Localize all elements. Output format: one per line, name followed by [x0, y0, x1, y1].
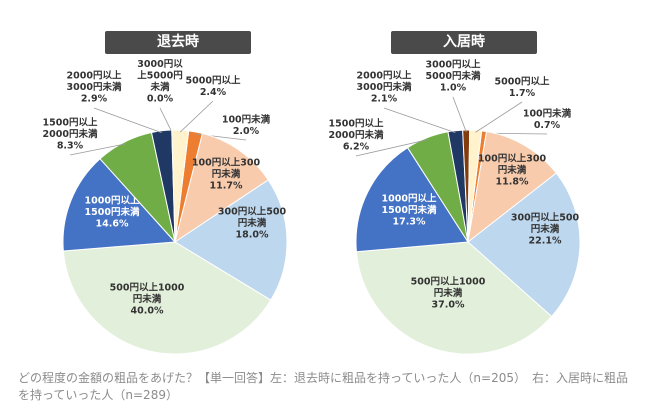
slice-label: 100円未満 2.0%: [222, 113, 271, 137]
pie-slice-9: [171, 129, 190, 243]
pie-slice-shape: [62, 241, 272, 355]
slice-label: 300円以上500 円未満 18.0%: [218, 206, 287, 241]
slice-label-line: 円未満: [212, 168, 241, 180]
slice-label-line: 1000円以上: [85, 195, 140, 207]
pie-slice-4: [62, 241, 272, 355]
slice-label-line: 100円以上300: [192, 157, 261, 169]
slice-label-line: 2.4%: [200, 87, 227, 98]
slice-label: 2000円以上 3000円未満 2.9%: [67, 70, 122, 105]
leader-line: [179, 100, 214, 133]
slice-label-line: 500円以上1000: [110, 282, 185, 294]
slice-label-line: 0.0%: [147, 93, 174, 104]
leader-line: [159, 107, 173, 133]
slice-label-line: 3000円未満: [67, 81, 122, 93]
chart-title-right: 入居時: [391, 31, 537, 54]
slice-label-line: 18.0%: [236, 230, 269, 241]
slice-label-line: 上5000円: [137, 69, 182, 81]
slice-label: 500円以上1000 円未満 40.0%: [110, 282, 185, 317]
slice-label-line: 1500円未満: [85, 206, 140, 218]
slice-label-line: 2000円未満: [43, 128, 98, 140]
slice-label-line: 3000円以: [137, 59, 183, 70]
slice-label: 1000円以上 1500円未満 14.6%: [85, 195, 140, 230]
slice-label: 5000円以上 2.4%: [186, 74, 241, 98]
pie-slice-shape: [171, 129, 190, 243]
slice-label: 100円以上300 円未満 11.7%: [192, 157, 261, 192]
pie-slice-3: [174, 179, 288, 301]
leader-line: [93, 107, 162, 134]
pie-slice-5: [62, 158, 177, 252]
pie-slice-2: [174, 132, 269, 244]
slice-label-line: 40.0%: [131, 306, 164, 317]
slice-label-line: 300円以上500: [218, 206, 287, 218]
slice-label: 3000円以上5000円未満 0.0%: [137, 59, 183, 105]
slice-label-line: 2000円以上: [67, 70, 122, 82]
chart-caption: どの程度の金額の粗品をあげた？【単一回答】左：退去時に粗品を持っていった人（n=…: [18, 371, 628, 402]
slice-label-line: 8.3%: [57, 141, 84, 152]
pie-slice-shape: [174, 132, 269, 244]
pie-chart-left: 100円未満 2.0%100円以上300 円未満 11.7%300円以上500 円未満 1…: [43, 59, 288, 355]
slice-label-line: 1500円以上: [43, 117, 98, 129]
chart-title-left: 退去時: [105, 31, 251, 54]
slice-label: 1500円以上 2000円未満 8.3%: [43, 117, 98, 152]
slice-label-line: 円未満: [238, 217, 267, 229]
pie-slice-shape: [62, 158, 177, 252]
slice-label-line: 11.7%: [210, 181, 243, 192]
slice-label-line: 未満: [149, 81, 170, 93]
slice-label-line: 2.9%: [81, 94, 108, 105]
pie-slice-shape: [174, 179, 288, 301]
slice-label-line: 5000円以上: [186, 74, 241, 86]
leader-line: [69, 143, 126, 156]
slice-label-line: 円未満: [133, 293, 162, 305]
slice-label-line: 2.0%: [233, 126, 260, 137]
slice-label-line: 14.6%: [96, 219, 129, 230]
slice-label-line: 100円未満: [222, 113, 271, 125]
